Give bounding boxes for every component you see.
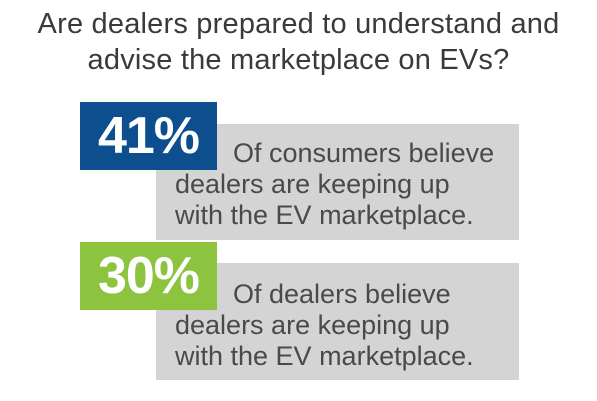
title-line-2: advise the marketplace on EVs? [87, 44, 510, 76]
stat-card-consumers: Of consumers believe dealers are keeping… [156, 124, 519, 240]
stat-description-line: dealers are keeping up [175, 169, 450, 199]
stat-description-line: dealers are keeping up [175, 310, 450, 340]
title-line-1: Are dealers prepared to understand and [37, 8, 560, 40]
stat-badge-consumers: 41% [80, 102, 217, 170]
stat-description-line: with the EV marketplace. [175, 200, 474, 230]
stat-description-line: Of consumers believe [233, 138, 495, 168]
stat-badge-dealers: 30% [80, 242, 217, 310]
stat-description-line: Of dealers believe [233, 279, 451, 309]
stat-card-dealers: Of dealers believe dealers are keeping u… [156, 263, 519, 380]
page-title: Are dealers prepared to understand and a… [0, 6, 597, 78]
stat-description-line: with the EV marketplace. [175, 341, 474, 371]
